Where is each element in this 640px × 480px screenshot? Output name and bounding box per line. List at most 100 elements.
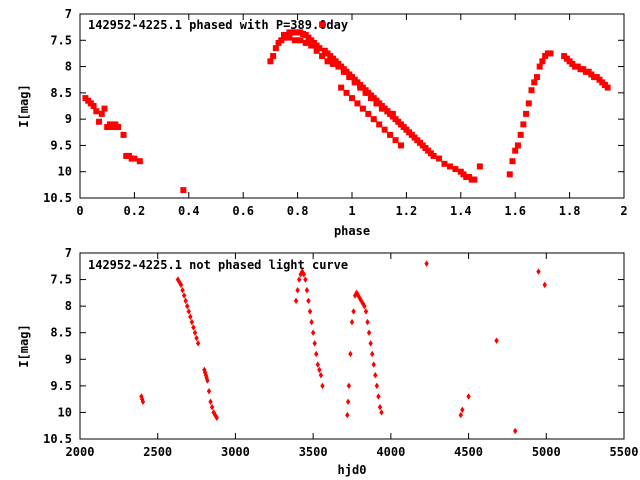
data-point	[317, 366, 322, 374]
data-point	[373, 100, 380, 107]
data-point	[101, 105, 108, 112]
data-point	[392, 137, 399, 144]
data-point	[346, 74, 353, 81]
chart-title: 142952-4225.1 phased with P=389.0day	[88, 18, 348, 32]
data-point	[312, 340, 317, 347]
data-points	[139, 260, 547, 435]
y-tick-label: 9.5	[50, 379, 72, 393]
data-point	[512, 147, 519, 154]
data-point	[509, 158, 516, 165]
x-tick-label: 2500	[143, 445, 172, 459]
data-point	[306, 297, 311, 305]
data-point	[514, 142, 521, 149]
data-point	[346, 382, 352, 390]
data-point	[359, 105, 366, 112]
data-point	[362, 302, 367, 310]
data-point	[204, 374, 209, 382]
x-tick-label: 1.8	[559, 204, 581, 218]
data-point	[379, 409, 384, 416]
data-point	[466, 393, 471, 400]
x-tick-label: 3500	[299, 445, 328, 459]
data-point	[329, 60, 336, 67]
x-tick-label: 1.2	[396, 204, 418, 218]
plot-frame	[79, 13, 625, 199]
x-tick-label: 4500	[454, 445, 483, 459]
data-point	[387, 131, 394, 138]
data-point	[320, 382, 325, 390]
data-point	[381, 126, 388, 133]
data-point	[476, 163, 483, 170]
data-point	[301, 271, 307, 278]
data-point	[315, 361, 321, 368]
y-tick-label: 10	[58, 405, 72, 419]
data-point	[188, 313, 193, 320]
data-point	[376, 393, 381, 400]
data-point	[531, 79, 538, 86]
x-tick-label: 1	[348, 204, 355, 218]
data-point	[90, 103, 97, 109]
data-point	[389, 110, 396, 117]
data-point	[185, 302, 190, 310]
data-point	[349, 95, 355, 102]
y-tick-label: 10.5	[43, 432, 72, 446]
data-point	[345, 411, 350, 419]
data-point	[424, 260, 429, 267]
x-tick-label: 3000	[221, 445, 250, 459]
data-point	[446, 163, 453, 170]
data-point	[371, 361, 376, 368]
x-tick-label: 0.8	[287, 204, 309, 218]
data-point	[354, 100, 361, 107]
data-point	[270, 53, 277, 60]
data-point	[304, 287, 310, 294]
data-point	[351, 308, 356, 315]
data-points	[82, 21, 611, 194]
data-point	[366, 329, 372, 336]
x-tick-label: 5000	[532, 445, 561, 459]
data-point	[351, 79, 358, 86]
data-point	[441, 160, 448, 167]
data-point	[136, 158, 143, 165]
data-point	[310, 329, 316, 336]
data-point	[430, 152, 437, 159]
data-point	[368, 95, 375, 102]
data-point	[319, 21, 326, 28]
data-point	[373, 372, 378, 379]
x-tick-label: 0.6	[232, 204, 254, 218]
x-tick-label: 2000	[66, 445, 95, 459]
data-point	[309, 318, 314, 326]
x-tick-label: 1.4	[450, 204, 472, 218]
data-point	[120, 131, 127, 138]
data-point	[533, 74, 540, 81]
data-point	[178, 281, 184, 289]
data-point	[547, 50, 554, 57]
data-point	[295, 287, 300, 294]
data-point	[539, 58, 546, 65]
data-point	[303, 276, 308, 283]
data-point	[195, 340, 201, 347]
data-point	[362, 89, 369, 96]
data-point	[368, 340, 373, 347]
data-point	[378, 105, 385, 112]
data-point	[525, 100, 532, 107]
data-point	[343, 89, 350, 96]
data-point	[194, 334, 199, 342]
data-point	[180, 187, 187, 194]
x-tick-label: 1.6	[504, 204, 526, 218]
data-point	[365, 318, 370, 326]
data-point	[370, 116, 377, 123]
data-point	[604, 84, 611, 91]
y-tick-label: 7	[65, 246, 72, 260]
y-tick-label: 9.5	[50, 138, 72, 152]
data-point	[189, 318, 195, 326]
panel-phased: 142952-4225.1 phased with P=389.0day pha…	[17, 7, 628, 238]
axis-ticks: 0 0.2 0.4 0.6 0.8 1 1.2 1.4 1.6 1.8 2 7 7.5 8 8.5 9 9.5 1…	[43, 7, 628, 218]
data-point	[363, 308, 369, 315]
data-point	[272, 45, 279, 52]
data-point	[506, 171, 513, 178]
data-point	[357, 84, 364, 91]
data-point	[98, 110, 105, 117]
x-tick-label: 5500	[610, 445, 639, 459]
data-point	[291, 37, 298, 44]
data-point	[542, 281, 547, 289]
